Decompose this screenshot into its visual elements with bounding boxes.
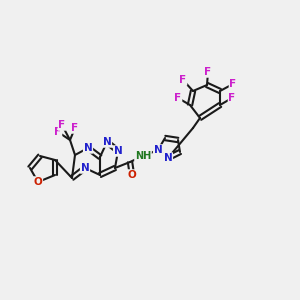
Text: F: F xyxy=(54,127,61,137)
Text: N: N xyxy=(81,163,89,173)
Text: N: N xyxy=(154,145,162,155)
Text: NH: NH xyxy=(135,151,151,161)
Text: N: N xyxy=(164,153,172,163)
Text: F: F xyxy=(179,75,187,85)
Text: F: F xyxy=(230,79,237,89)
Text: N: N xyxy=(84,143,92,153)
Text: O: O xyxy=(128,170,136,180)
Text: N: N xyxy=(114,146,122,156)
Text: O: O xyxy=(34,177,42,187)
Text: F: F xyxy=(71,123,79,133)
Text: F: F xyxy=(174,93,182,103)
Text: F: F xyxy=(228,93,236,103)
Text: F: F xyxy=(204,67,211,77)
Text: F: F xyxy=(58,120,66,130)
Text: N: N xyxy=(103,137,111,147)
